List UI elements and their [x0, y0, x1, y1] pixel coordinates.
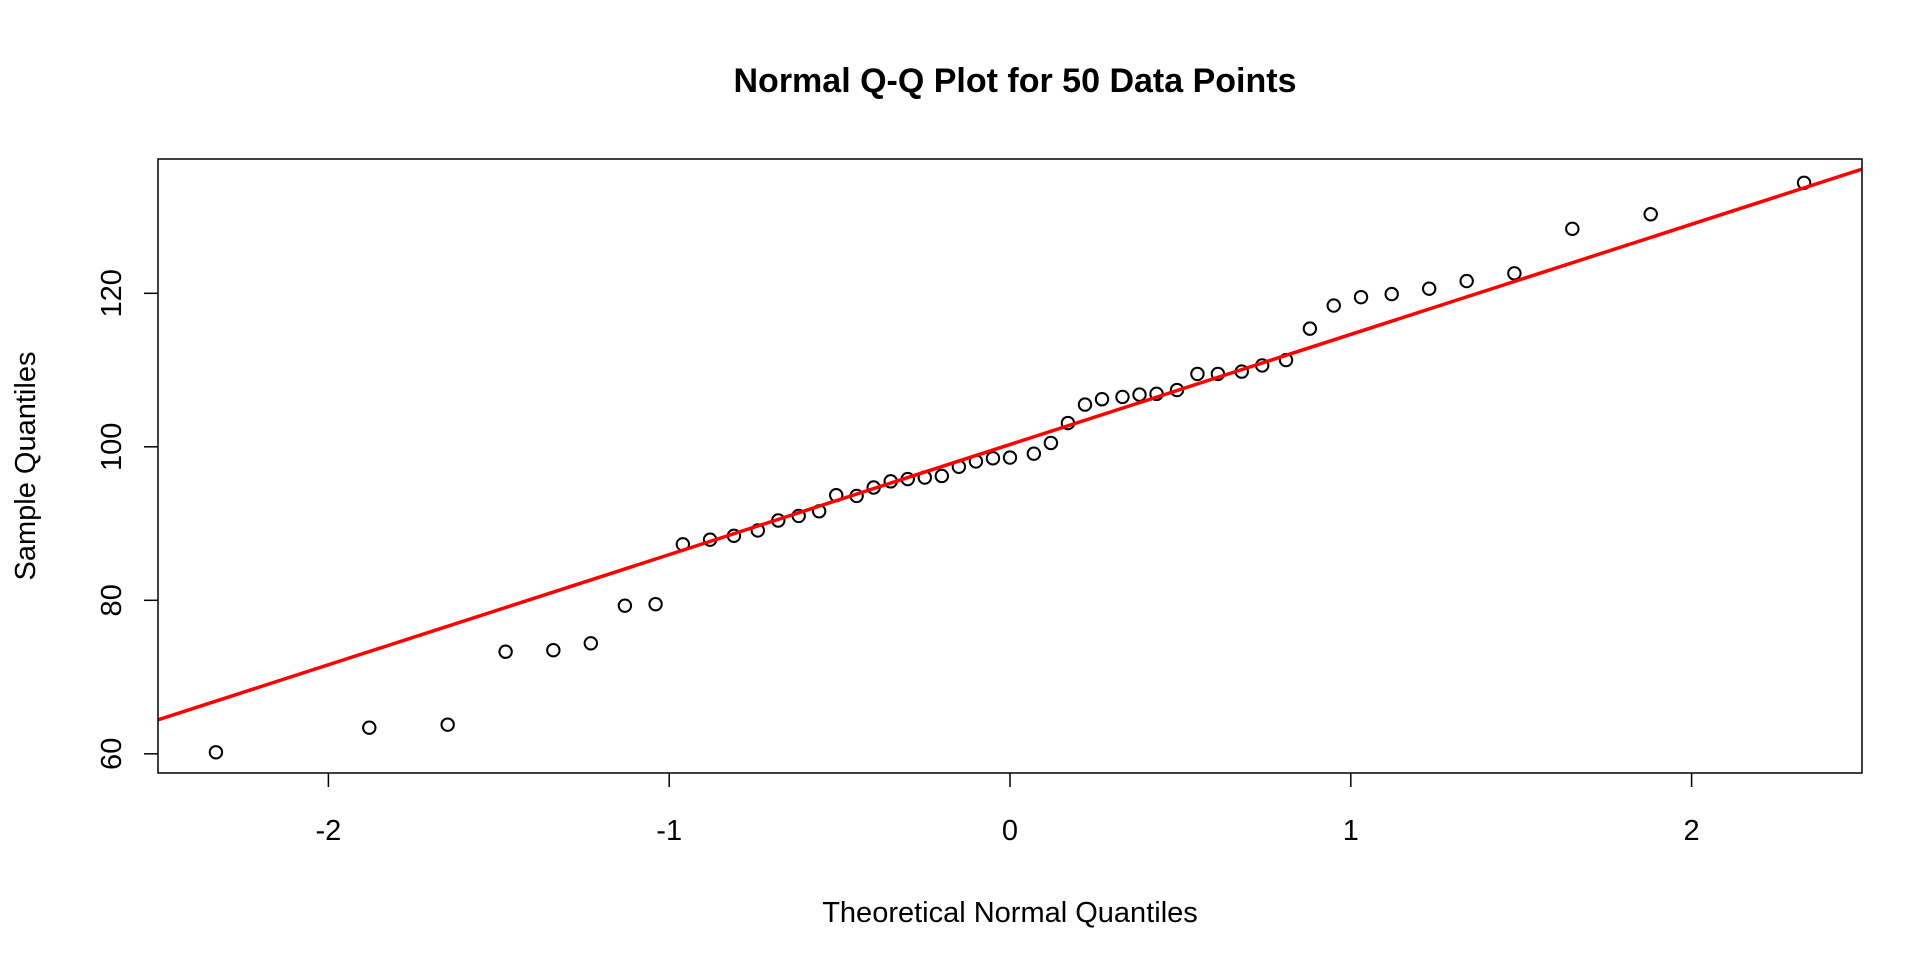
data-point [583, 636, 599, 651]
data-point [362, 720, 377, 735]
data-point [546, 643, 561, 658]
x-tick-label: 1 [1343, 815, 1359, 847]
data-point [934, 468, 950, 484]
data-point [1190, 366, 1205, 382]
data-point [1094, 392, 1110, 407]
data-point [440, 717, 455, 732]
data-point [617, 598, 633, 613]
data-point [1026, 446, 1042, 461]
x-tick-label: -2 [316, 815, 342, 847]
x-tick-label: 2 [1684, 815, 1700, 847]
data-point [1384, 286, 1399, 302]
data-point [1077, 397, 1093, 412]
y-tick-label: 80 [96, 584, 128, 616]
y-tick-label: 120 [96, 269, 128, 317]
y-axis: 60 80 100 120 [96, 269, 158, 770]
x-axis: -2 -1 0 1 2 [316, 773, 1700, 847]
x-tick-label: -1 [656, 815, 682, 847]
data-point [1643, 207, 1658, 222]
data-point [1043, 435, 1059, 451]
data-point [1353, 289, 1369, 305]
data-point [1302, 321, 1318, 336]
reference-line [158, 167, 1862, 722]
data-point [1507, 266, 1522, 281]
data-point [1132, 387, 1147, 402]
x-axis-label: Theoretical Normal Quantiles [822, 897, 1198, 929]
data-point [1421, 281, 1437, 296]
data-point [1565, 221, 1580, 237]
data-point [208, 745, 224, 760]
y-tick-label: 60 [96, 738, 128, 770]
x-tick-label: 0 [1002, 815, 1018, 847]
data-point [1326, 298, 1341, 313]
y-tick-label: 100 [96, 423, 128, 471]
data-point [498, 644, 513, 659]
chart-title: Normal Q-Q Plot for 50 Data Points [734, 62, 1297, 100]
data-point [1459, 273, 1474, 289]
data-point [648, 596, 663, 612]
data-point [985, 451, 1001, 466]
data-point [1002, 450, 1018, 465]
data-point [1115, 389, 1130, 405]
y-axis-label: Sample Quantiles [10, 352, 42, 581]
